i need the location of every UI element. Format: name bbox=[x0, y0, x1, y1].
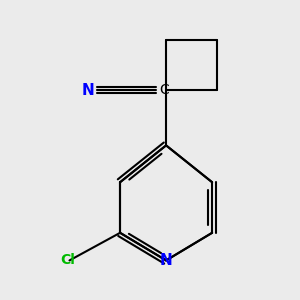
Text: Cl: Cl bbox=[60, 254, 75, 267]
Text: N: N bbox=[82, 83, 94, 98]
Text: C: C bbox=[159, 83, 169, 97]
Text: N: N bbox=[160, 253, 172, 268]
